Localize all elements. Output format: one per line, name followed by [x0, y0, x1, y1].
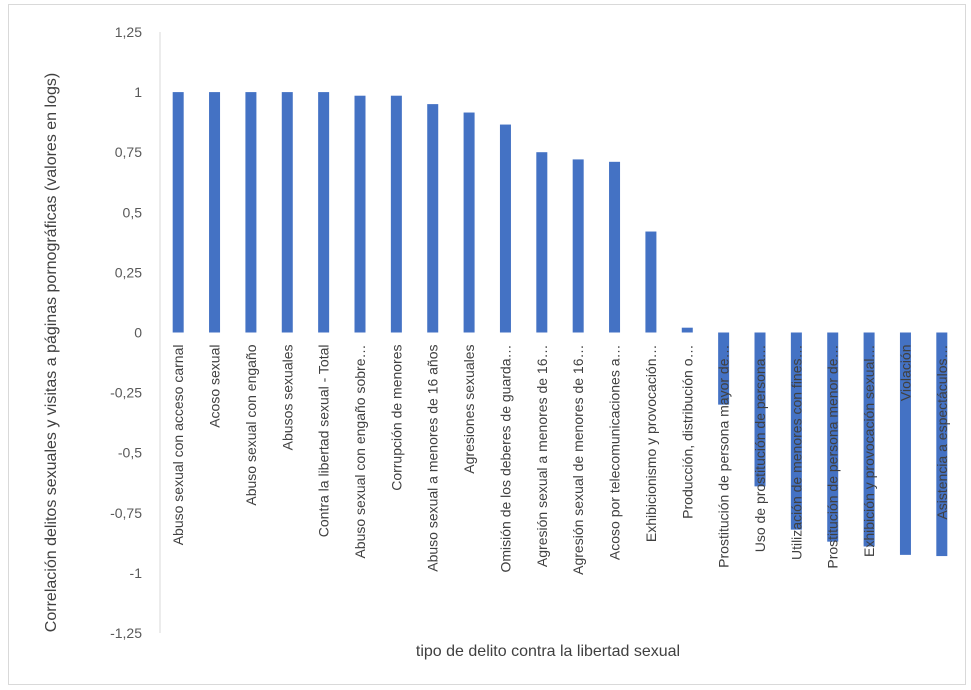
bar	[572, 159, 584, 333]
bar	[718, 332, 730, 405]
category-label: Prostitución de persona mayor de…	[716, 345, 732, 568]
category-labels: Abuso sexual con acceso carnal Acoso sexu…	[170, 344, 950, 575]
bar	[609, 161, 621, 333]
category-label: Acoso por telecomunicaciones a…	[607, 345, 623, 561]
chart-frame	[8, 4, 966, 685]
x-axis-title: tipo de delito contra la libertad sexual	[416, 643, 680, 660]
category-label: Agresiones sexuales	[461, 345, 477, 474]
bars	[172, 92, 948, 557]
category-label: Omisión de los deberes de guarda…	[497, 345, 513, 573]
y-tick-label: 1,25	[115, 24, 142, 40]
bar	[827, 332, 839, 542]
y-tick-label: -1	[130, 565, 143, 581]
category-label: Prostitución de persona menor de…	[825, 345, 841, 569]
bar	[427, 104, 439, 333]
y-tick-label: 0,5	[123, 204, 143, 220]
y-tick-label: 0,25	[115, 264, 142, 280]
bar	[863, 332, 875, 547]
category-label: Agresión sexual de menores de 16…	[570, 345, 586, 575]
bar	[499, 124, 511, 333]
y-tick-label: -0,25	[110, 385, 142, 401]
category-label: Exhibición y provocación sexual…	[861, 345, 877, 557]
y-tick-label: 1	[134, 84, 142, 100]
category-label: Producción, distribución o…	[679, 345, 695, 519]
bar	[354, 95, 366, 333]
y-tick-label: 0,75	[115, 144, 142, 160]
bar	[536, 152, 548, 333]
category-label: Uso de prostitución de persona…	[752, 345, 768, 553]
category-label: Abuso sexual con engaño	[243, 344, 259, 505]
category-label: Abusos sexuales	[279, 345, 295, 451]
category-label: Violación	[897, 345, 913, 402]
y-tick-label: -0,5	[118, 445, 142, 461]
y-axis-title: Correlación delitos sexuales y visitas a…	[43, 73, 60, 632]
category-label: Abuso sexual con engaño sobre…	[352, 345, 368, 559]
y-axis-ticks: 1,25 1 0,75 0,5 0,25 0 -0,25 -0,5 -0,75 -1 -1,25	[110, 24, 142, 641]
category-label: Contra la libertad sexual - Total	[316, 345, 332, 538]
y-tick-label: -0,75	[110, 505, 142, 521]
y-tick-label: 0	[134, 325, 142, 341]
bar	[899, 332, 911, 555]
bar	[645, 231, 657, 333]
bar	[681, 327, 693, 333]
category-label: Exhibicionismo y provocación…	[643, 345, 659, 543]
category-label: Corrupción de menores	[388, 345, 404, 491]
category-label: Abuso sexual con acceso carnal	[170, 345, 186, 546]
bar	[463, 112, 475, 333]
bar	[318, 92, 330, 333]
category-label: Abuso sexual a menores de 16 años	[425, 345, 441, 572]
bar	[390, 95, 402, 333]
bar	[172, 92, 184, 333]
bar	[281, 92, 293, 333]
bar	[245, 92, 257, 333]
y-tick-label: -1,25	[110, 625, 142, 641]
category-label: Utilización de menores con fines…	[788, 345, 804, 561]
category-label: Acoso sexual	[207, 345, 223, 428]
category-label: Asistencia a espectáculos…	[934, 345, 950, 520]
bar	[209, 92, 221, 333]
bar	[936, 332, 948, 557]
bar	[790, 332, 802, 530]
bar	[754, 332, 766, 487]
category-label: Agresión sexual a menores de 16…	[534, 345, 550, 568]
